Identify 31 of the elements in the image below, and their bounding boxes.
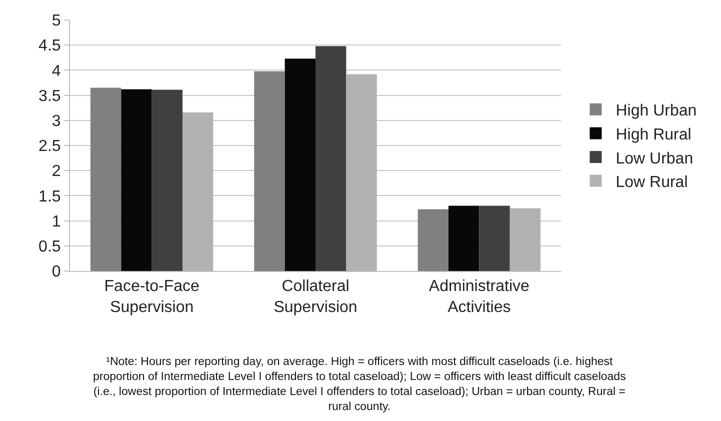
y-tick-label: 4	[52, 62, 61, 80]
x-tick-label: Face-to-Face Supervision	[104, 278, 200, 316]
bar	[479, 206, 510, 271]
y-tick-label: 3.5	[38, 88, 61, 105]
bar	[254, 71, 285, 271]
bar	[90, 88, 122, 271]
y-tick-label: 2.5	[38, 138, 61, 156]
bar	[121, 89, 152, 271]
bar	[316, 46, 346, 271]
bar	[418, 209, 448, 271]
y-tick-label: 2	[52, 163, 61, 180]
bar	[448, 206, 480, 271]
legend-label: Low Rural	[616, 174, 688, 192]
bar	[510, 208, 541, 271]
bar	[152, 90, 183, 271]
bar	[346, 74, 377, 271]
y-tick-label: 0.5	[38, 238, 61, 256]
text: ¹Note: Hours per reporting day, on average. High = officers with most difficult caseloads (i.e. highest proportion of Intermediate Level I offenders to total caseload); Low = officers with least difficult caseloads (i.e., lowest proportion of Intermediate Level I offenders to total caseload); Urban = urban county, Rural = rural county.	[93, 356, 626, 413]
y-tick-label: 3	[52, 113, 61, 130]
legend-label: High Rural	[616, 126, 692, 144]
x-tick-label: Collateral Supervision	[274, 278, 358, 316]
legend-label: High Urban	[616, 102, 697, 120]
legend-label: Low Urban	[616, 150, 694, 168]
y-tick-label: 4.5	[38, 38, 61, 55]
bar	[182, 112, 214, 271]
y-tick-label: 1	[52, 213, 61, 230]
x-tick-label: Administrative Activities	[428, 278, 530, 316]
y-tick-label: 0	[52, 264, 61, 281]
bar	[284, 58, 316, 271]
y-tick-label: 1.5	[38, 188, 61, 206]
y-tick-label: 5	[52, 12, 61, 30]
